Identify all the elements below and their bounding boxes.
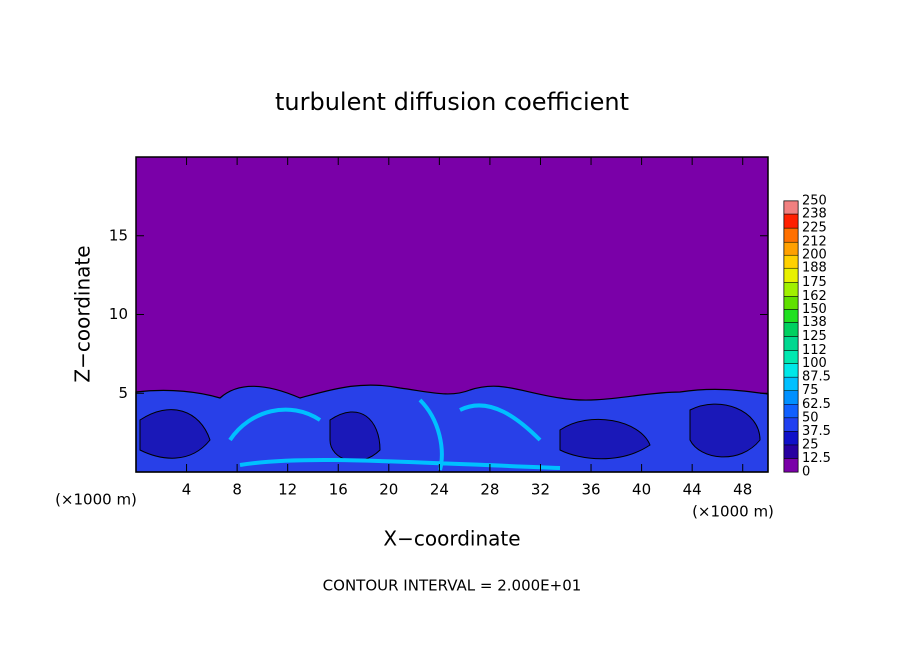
x-tick-label: 28 <box>480 481 499 499</box>
colorbar-segment <box>783 458 799 473</box>
x-tick-label: 44 <box>683 481 702 499</box>
y-axis-label: Z−coordinate <box>71 245 95 382</box>
turbulent-layer <box>135 384 769 473</box>
colorbar-label: 50 <box>802 410 819 425</box>
colorbar-label: 150 <box>802 302 827 317</box>
colorbar-label: 112 <box>802 343 827 358</box>
turbulent-streaks <box>228 398 561 471</box>
colorbar-segment <box>783 267 799 283</box>
colorbar-segment <box>783 390 799 405</box>
annotation: CONTOUR INTERVAL = 2.000E+01 <box>323 577 582 595</box>
colorbar-label: 62.5 <box>802 397 831 412</box>
colorbar-segment <box>783 417 799 432</box>
x-tick-label: 20 <box>379 481 398 499</box>
colorbar-label: 225 <box>802 221 827 236</box>
x-tick-label: 8 <box>232 481 242 499</box>
x-tick-label: 24 <box>430 481 449 499</box>
colorbar-segment <box>783 444 799 459</box>
colorbar-segment <box>783 404 799 419</box>
colorbar-label: 138 <box>802 315 827 330</box>
x-tick-label: 12 <box>278 481 297 499</box>
colorbar-segment <box>783 213 799 229</box>
colorbar-label: 0 <box>802 465 810 480</box>
x-tick-label: 4 <box>182 481 192 499</box>
x-tick-label: 40 <box>632 481 651 499</box>
colorbar-label: 212 <box>802 235 827 250</box>
colorbar-segment <box>783 282 799 297</box>
y-tick-label: 15 <box>109 226 128 244</box>
x-unit-label: (×1000 m) <box>692 503 774 521</box>
colorbar-label: 75 <box>802 383 819 398</box>
x-tick-label: 36 <box>581 481 600 499</box>
colorbar-label: 100 <box>802 356 827 371</box>
colorbar-segment <box>783 376 799 391</box>
colorbar-label: 162 <box>802 289 827 304</box>
colorbar-label: 188 <box>802 261 827 276</box>
x-axis-label: X−coordinate <box>383 527 520 551</box>
colorbar-segment <box>783 350 799 364</box>
y-tick-label: 5 <box>118 384 128 402</box>
y-tick-label: 10 <box>109 305 128 323</box>
x-tick-label: 48 <box>733 481 752 499</box>
colorbar-label: 12.5 <box>802 451 831 466</box>
colorbar-label: 37.5 <box>802 424 831 439</box>
colorbar-segment <box>783 336 799 351</box>
plot-area <box>135 157 769 473</box>
x-tick-label: 16 <box>329 481 348 499</box>
colorbar-segment <box>783 200 799 215</box>
colorbar-segment <box>783 254 799 269</box>
colorbar-label: 250 <box>802 194 827 209</box>
colorbar-segment <box>783 431 799 446</box>
colorbar-label: 125 <box>802 329 827 344</box>
colorbar-segment <box>783 241 799 256</box>
colorbar-label: 200 <box>802 248 827 263</box>
colorbar-segment <box>783 227 799 243</box>
colorbar-segment <box>783 309 799 323</box>
colorbar-label: 175 <box>802 275 827 290</box>
colorbar-label: 87.5 <box>802 370 831 385</box>
x-tick-label: 32 <box>531 481 550 499</box>
colorbar-label: 25 <box>802 437 819 452</box>
chart-title: turbulent diffusion coefficient <box>275 88 629 116</box>
turbulent-eddies <box>139 403 761 462</box>
colorbar-segment <box>783 363 799 378</box>
colorbar-segment <box>783 296 799 310</box>
y-unit-label: (×1000 m) <box>55 491 137 509</box>
colorbar-segment <box>783 322 799 337</box>
colorbar-label: 238 <box>802 207 827 222</box>
